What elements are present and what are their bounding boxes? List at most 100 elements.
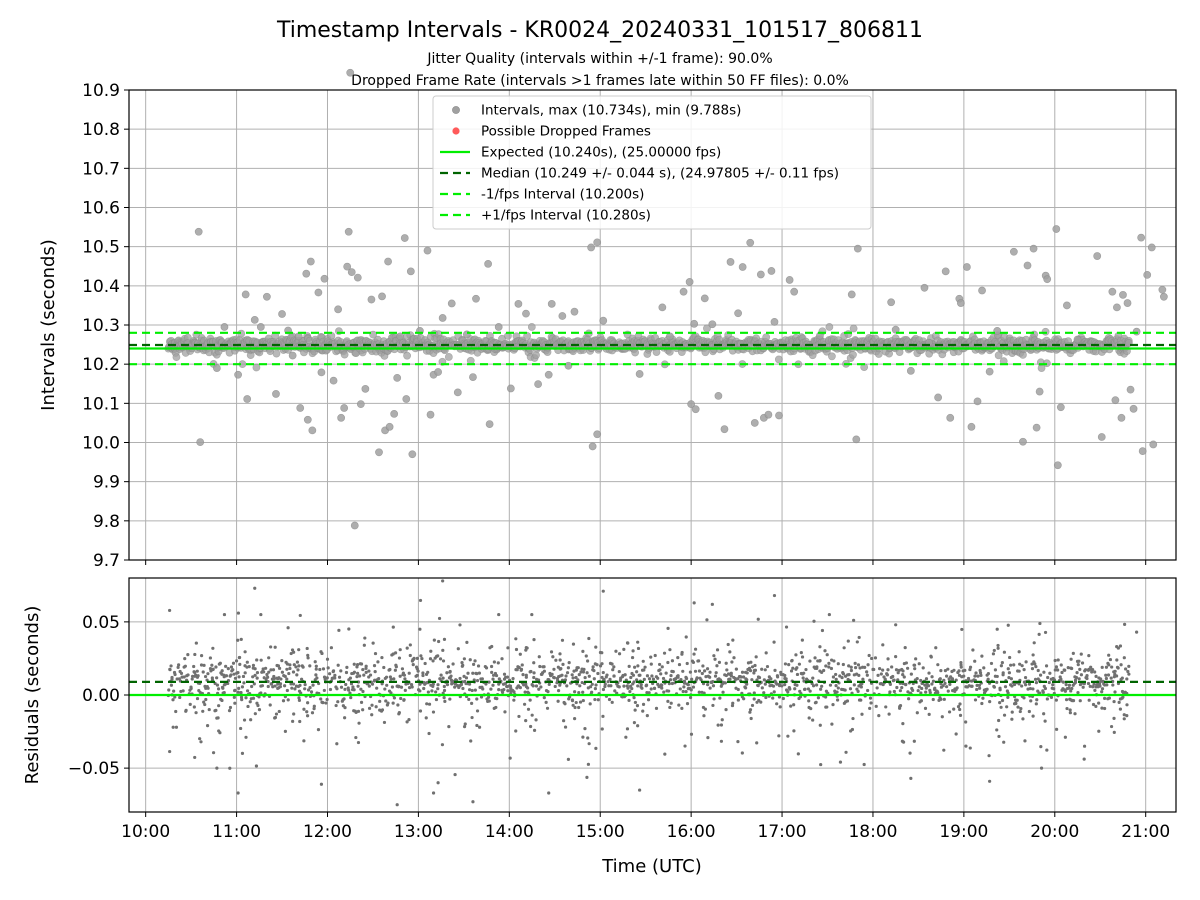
residual-point (550, 672, 554, 676)
top-y-tick-label: 10.7 (82, 159, 120, 179)
residual-point (706, 683, 710, 687)
residual-point (521, 673, 525, 677)
residual-point (441, 648, 445, 652)
residual-point (917, 685, 921, 689)
residual-point (816, 696, 821, 700)
residual-point (593, 697, 597, 702)
residual-point (303, 687, 307, 691)
residual-point (229, 673, 233, 677)
residual-point (797, 696, 801, 701)
residual-point (294, 665, 298, 669)
interval-outlier-point (920, 283, 929, 292)
residual-point (1052, 678, 1056, 682)
residual-point (894, 655, 898, 659)
residual-point (1093, 670, 1097, 674)
residual-point (968, 746, 972, 750)
residual-point (380, 655, 384, 660)
residual-point (333, 676, 337, 680)
residual-point (1100, 665, 1104, 669)
interval-outlier-point (337, 413, 346, 422)
residual-point (237, 655, 241, 660)
residual-point (980, 654, 984, 658)
residual-point (752, 671, 756, 675)
residual-point (169, 664, 173, 668)
residual-point (199, 654, 204, 658)
residual-point (601, 714, 605, 718)
residual-point (566, 666, 570, 670)
residual-point (730, 703, 735, 708)
residual-point (382, 720, 387, 725)
residual-point (968, 665, 973, 669)
interval-outlier-point (1111, 396, 1120, 405)
interval-point (825, 323, 834, 331)
residual-point (945, 674, 949, 678)
residual-point (909, 672, 913, 676)
residual-point (660, 683, 664, 687)
residual-point (526, 686, 530, 690)
residual-point (934, 646, 938, 650)
interval-outlier-point (353, 273, 362, 282)
interval-outlier-point (340, 404, 349, 412)
residual-point (453, 772, 457, 777)
residual-point (1059, 677, 1063, 681)
residual-point (653, 653, 657, 658)
residual-point (1020, 684, 1024, 688)
residual-point (786, 734, 790, 738)
residual-point (1109, 724, 1114, 729)
residual-point (688, 695, 693, 700)
residual-point (1087, 667, 1091, 671)
residual-point (183, 664, 187, 668)
residual-point (947, 710, 952, 714)
residual-point (407, 671, 411, 675)
residual-point (491, 683, 495, 687)
residual-point (392, 677, 396, 681)
residual-point (532, 638, 536, 642)
residual-point (1043, 630, 1048, 635)
residual-point (988, 700, 992, 704)
residual-point (924, 690, 928, 694)
residual-point (724, 661, 728, 665)
interval-outlier-point (564, 361, 573, 370)
residual-point (708, 686, 712, 690)
residual-point (171, 698, 175, 702)
residual-point (663, 752, 667, 756)
residual-point (458, 676, 462, 681)
chart-title: Timestamp Intervals - KR0024_20240331_10… (276, 18, 923, 43)
residual-point (461, 686, 465, 691)
residual-point (633, 700, 638, 705)
residual-point (680, 652, 684, 656)
residual-point (429, 649, 433, 653)
residual-point (242, 718, 247, 722)
residual-point (960, 627, 964, 632)
residual-outlier-point (772, 593, 777, 598)
residual-point (583, 675, 587, 680)
residual-point (203, 702, 207, 707)
residual-point (942, 697, 946, 701)
residual-point (1000, 698, 1005, 703)
residual-point (343, 716, 347, 720)
residual-point (1069, 657, 1073, 661)
residual-point (679, 677, 683, 682)
residual-point (804, 667, 808, 672)
interval-outlier-point (700, 294, 709, 303)
residual-point (1097, 682, 1102, 686)
interval-point (849, 350, 857, 359)
residual-point (289, 682, 293, 686)
legend: Intervals, max (10.734s), min (9.788s)Po… (432, 95, 872, 230)
residual-point (267, 656, 271, 660)
interval-outlier-point (746, 238, 755, 247)
interval-outlier-point (946, 413, 955, 422)
interval-point (849, 324, 858, 333)
residual-point (173, 672, 177, 677)
residual-point (706, 736, 710, 740)
residual-point (351, 685, 355, 689)
residual-point (1122, 713, 1126, 717)
residual-point (280, 658, 284, 663)
residual-point (1032, 641, 1036, 645)
residual-point (1059, 663, 1063, 667)
residual-outlier-point (436, 781, 440, 785)
residual-point (594, 746, 598, 750)
residual-point (854, 666, 858, 670)
residual-point (1043, 686, 1047, 691)
residual-point (802, 671, 806, 675)
